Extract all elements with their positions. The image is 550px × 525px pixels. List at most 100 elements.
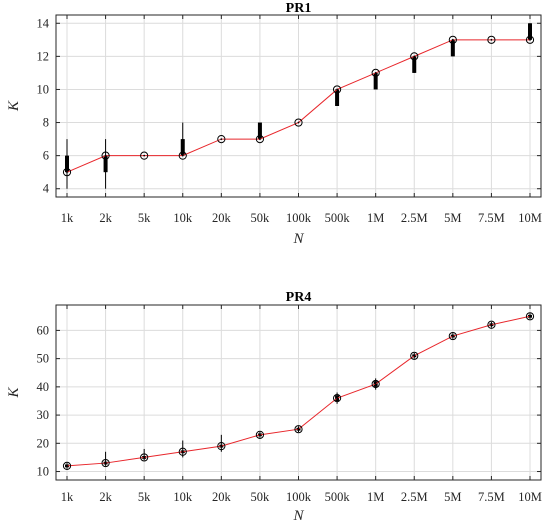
data-point: [525, 312, 535, 321]
data-point: [217, 442, 226, 451]
data-point-center: [297, 121, 300, 124]
axis-ticks: [56, 305, 541, 480]
data-point-center: [181, 154, 184, 157]
y-tick-label: 40: [37, 380, 50, 394]
x-tick-label: 1k: [61, 211, 74, 225]
data-point-center: [66, 171, 68, 174]
x-tick-label: 2.5M: [401, 490, 428, 504]
y-axis-label: K: [6, 100, 22, 112]
data-point: [332, 394, 342, 403]
data-point-center: [490, 38, 493, 41]
data-point: [62, 461, 72, 470]
box: [65, 155, 69, 173]
x-tick-label: 5M: [444, 490, 461, 504]
data-point: [525, 35, 535, 44]
box: [257, 122, 262, 140]
data-point: [487, 320, 496, 329]
data-point-center: [143, 456, 146, 459]
data-point-center: [529, 38, 531, 41]
y-tick-label: 20: [37, 436, 50, 450]
data-point-center: [413, 354, 416, 357]
data-point-center: [181, 450, 184, 453]
x-tick-label: 50k: [251, 211, 271, 225]
axis-ticks: [56, 15, 541, 197]
x-tick-label: 1M: [367, 211, 384, 225]
data-point-center: [413, 55, 416, 58]
x-tick-label: 5k: [138, 490, 151, 504]
data-point: [217, 134, 226, 144]
data-point-center: [490, 323, 493, 326]
box: [180, 139, 185, 156]
box: [373, 72, 378, 90]
x-tick-label: 500k: [325, 211, 351, 225]
x-tick-label: 10M: [518, 490, 542, 504]
chart-title: PR1: [286, 1, 312, 16]
data-point: [294, 118, 303, 127]
data-point-center: [259, 138, 261, 140]
box: [335, 89, 340, 106]
data-point: [178, 151, 187, 160]
data-point-center: [336, 397, 338, 400]
x-tick-label: 5M: [444, 211, 461, 225]
data-point-center: [104, 462, 107, 464]
box: [528, 23, 532, 40]
box: [103, 155, 108, 173]
data-point: [410, 351, 419, 360]
data-point: [178, 447, 187, 456]
x-tick-label: 100k: [286, 211, 312, 225]
y-tick-label: 12: [37, 49, 50, 63]
box: [412, 56, 417, 73]
data-point: [255, 430, 265, 439]
data-point-center: [336, 88, 338, 91]
gridlines: [56, 15, 541, 197]
y-tick-label: 8: [43, 116, 49, 130]
y-tick-label: 6: [43, 149, 49, 163]
x-tick-label: 100k: [286, 490, 312, 504]
y-tick-label: 50: [37, 352, 50, 366]
x-tick-label: 10k: [173, 490, 193, 504]
chart-title: PR4: [286, 290, 312, 305]
x-tick-label: 7.5M: [478, 211, 505, 225]
data-point-center: [220, 445, 223, 448]
data-point: [410, 52, 419, 61]
data-point: [255, 134, 265, 144]
data-point-center: [374, 72, 377, 74]
data-point-center: [451, 335, 454, 337]
data-point-center: [297, 428, 300, 431]
data-point: [448, 35, 457, 44]
y-tick-label: 10: [37, 465, 50, 479]
x-tick-label: 1M: [367, 490, 384, 504]
data-point-center: [374, 383, 377, 385]
y-tick-label: 4: [43, 182, 50, 196]
x-tick-label: 1k: [61, 490, 74, 504]
x-tick-label: 2.5M: [401, 211, 428, 225]
data-point: [140, 453, 149, 462]
x-tick-label: 5k: [138, 211, 151, 225]
data-point: [62, 168, 72, 177]
data-point-center: [104, 154, 107, 157]
data-point-center: [66, 464, 68, 467]
x-tick-label: 20k: [212, 211, 232, 225]
data-point: [487, 35, 496, 44]
data-point-center: [143, 154, 146, 157]
data-point: [140, 151, 149, 160]
box: [450, 39, 455, 57]
chart-panel-pr1: 1k 2k 5k 10k 20k 50k 100k 500k 1M 2.5M 5M 7.5M 10M 4 6…: [6, 1, 542, 247]
x-tick-label: 20k: [212, 490, 232, 504]
x-tick-label: 10k: [173, 211, 193, 225]
data-point: [101, 458, 110, 468]
chart-panel-pr4: 1k 2k 5k 10k 20k 50k 100k 500k 1M 2.5M 5M 7.5M 10M 10…: [6, 290, 542, 524]
y-tick-label: 14: [37, 16, 50, 30]
box-marks: [65, 23, 532, 189]
y-tick-label: 10: [37, 82, 50, 96]
data-point: [371, 68, 380, 78]
data-point-center: [529, 315, 531, 318]
x-axis-label: N: [292, 508, 304, 524]
x-tick-label: 50k: [251, 490, 271, 504]
y-tick-label: 30: [37, 408, 50, 422]
data-point-center: [259, 433, 261, 436]
data-point: [332, 85, 342, 94]
x-tick-label: 2k: [99, 490, 112, 504]
gridlines: [56, 305, 541, 480]
